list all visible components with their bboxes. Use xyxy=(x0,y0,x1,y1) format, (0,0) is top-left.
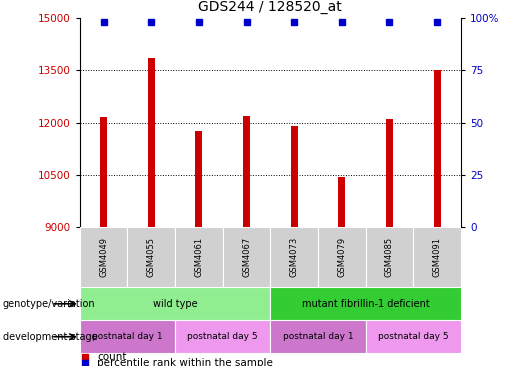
Bar xyxy=(100,117,107,227)
Bar xyxy=(222,227,270,287)
Bar xyxy=(413,227,461,287)
Text: GSM4079: GSM4079 xyxy=(337,237,346,277)
Bar xyxy=(366,320,461,353)
Bar xyxy=(243,116,250,227)
Text: postnatal day 1: postnatal day 1 xyxy=(92,332,163,341)
Text: postnatal day 5: postnatal day 5 xyxy=(187,332,258,341)
Bar xyxy=(434,71,441,227)
Text: count: count xyxy=(97,352,127,362)
Bar xyxy=(290,126,298,227)
Title: GDS244 / 128520_at: GDS244 / 128520_at xyxy=(198,0,342,15)
Text: postnatal day 5: postnatal day 5 xyxy=(378,332,449,341)
Text: postnatal day 1: postnatal day 1 xyxy=(283,332,353,341)
Bar xyxy=(386,119,393,227)
Bar xyxy=(175,320,270,353)
Bar xyxy=(175,227,222,287)
Bar xyxy=(270,320,366,353)
Text: wild type: wild type xyxy=(153,299,197,309)
Bar xyxy=(318,227,366,287)
Text: GSM4073: GSM4073 xyxy=(290,237,299,277)
Bar xyxy=(148,58,155,227)
Bar xyxy=(270,287,461,320)
Text: mutant fibrillin-1 deficient: mutant fibrillin-1 deficient xyxy=(302,299,430,309)
Text: GSM4085: GSM4085 xyxy=(385,237,394,277)
Text: GSM4067: GSM4067 xyxy=(242,237,251,277)
Bar xyxy=(80,320,175,353)
Bar xyxy=(80,227,128,287)
Bar xyxy=(128,227,175,287)
Text: GSM4049: GSM4049 xyxy=(99,237,108,277)
Bar xyxy=(195,131,202,227)
Bar xyxy=(270,227,318,287)
Text: GSM4055: GSM4055 xyxy=(147,237,156,277)
Text: GSM4091: GSM4091 xyxy=(433,237,441,277)
Text: percentile rank within the sample: percentile rank within the sample xyxy=(97,358,273,366)
Text: GSM4061: GSM4061 xyxy=(195,237,203,277)
Text: genotype/variation: genotype/variation xyxy=(3,299,95,309)
Bar xyxy=(366,227,413,287)
Bar xyxy=(338,176,346,227)
Bar xyxy=(80,287,270,320)
Text: development stage: development stage xyxy=(3,332,97,342)
